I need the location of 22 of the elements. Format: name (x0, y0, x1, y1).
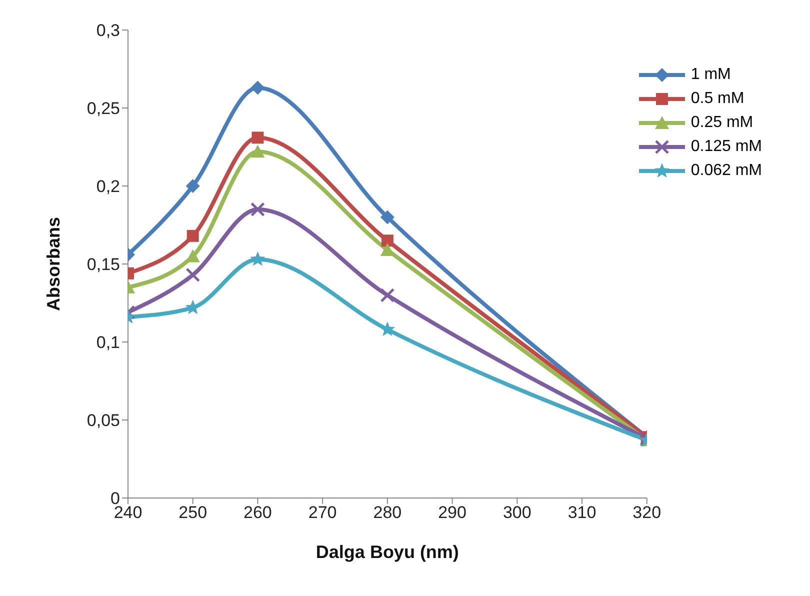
legend-label: 1 mM (690, 66, 731, 84)
x-tick-label: 280 (373, 503, 402, 522)
x-axis-title: Dalga Boyu (nm) (316, 542, 459, 562)
x-tick-label: 260 (244, 503, 272, 522)
y-tick-label: 0,05 (86, 411, 120, 430)
x-tick-label: 250 (178, 503, 208, 522)
x-tick-label: 290 (438, 503, 466, 522)
y-tick-label: 0,15 (86, 255, 120, 274)
legend-label: 0.5 mM (690, 90, 744, 108)
x-tick-label: 270 (308, 503, 337, 522)
y-tick-label: 0,1 (96, 333, 120, 352)
y-tick-label: 0,3 (96, 21, 120, 40)
x-tick-label: 240 (114, 503, 142, 522)
y-axis-title: Absorbans (43, 216, 64, 312)
y-tick-label: 0,2 (96, 177, 120, 196)
x-tick-label: 300 (502, 503, 532, 522)
legend-label: 0.25 mM (690, 114, 754, 132)
x-tick-label: 320 (632, 503, 662, 522)
y-tick-label: 0,25 (86, 99, 120, 118)
legend-label: 0.125 mM (690, 138, 762, 156)
x-tick-label: 310 (568, 503, 596, 522)
legend-label: 0.062 mM (690, 162, 762, 180)
